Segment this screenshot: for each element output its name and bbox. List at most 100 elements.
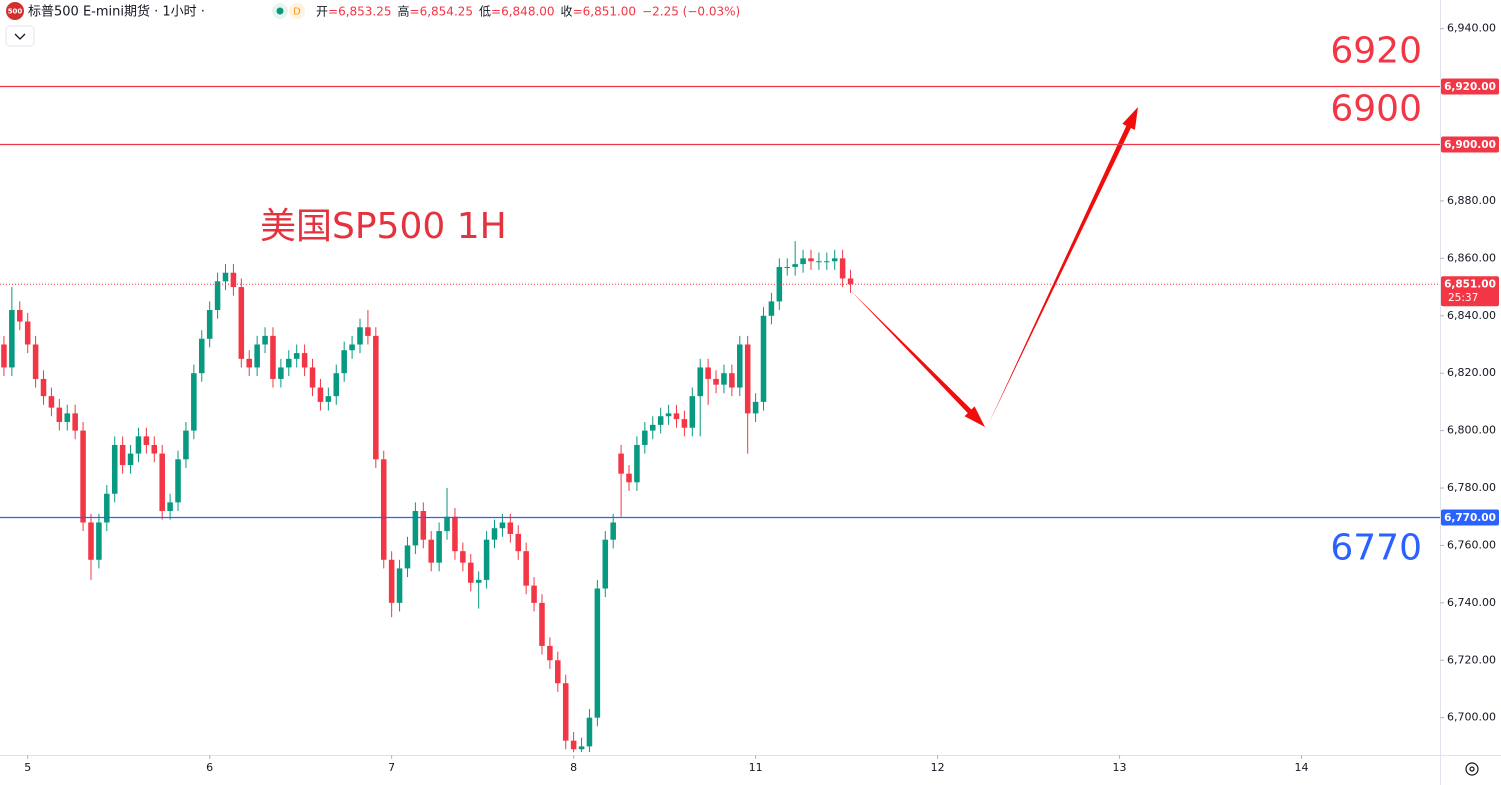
candle: [737, 335, 743, 397]
level-annotation: 6900: [1330, 89, 1422, 130]
y-tick-label: 6,800.00: [1447, 424, 1496, 437]
candle: [404, 536, 411, 578]
candle: [839, 249, 846, 288]
candle: [17, 301, 23, 331]
candle: [570, 732, 577, 753]
candle-body: [507, 522, 514, 534]
logo: [6, 2, 24, 20]
candle-body: [744, 344, 751, 414]
candle-body: [705, 367, 711, 379]
candle-body: [143, 436, 150, 445]
candle-body: [119, 444, 126, 466]
candle: [420, 502, 427, 549]
candle-body: [286, 358, 292, 368]
symbol-title: 标普500 E-mini期货 · 1小时 ·: [28, 4, 205, 20]
candle: [198, 330, 205, 382]
ohlc-text: 收: [561, 5, 573, 19]
candle: [159, 444, 165, 520]
candle-body: [206, 310, 213, 339]
candle-body: [246, 358, 252, 368]
ohlc-text: 低: [479, 5, 491, 19]
candle: [539, 594, 545, 655]
y-tick-label: 6,820.00: [1447, 366, 1496, 379]
candle: [111, 436, 118, 503]
candle-body: [198, 338, 205, 374]
candle-body: [404, 545, 411, 569]
settings-icon[interactable]: [1465, 762, 1479, 776]
candle-body: [40, 378, 47, 397]
candle: [396, 559, 403, 612]
candle: [744, 335, 751, 454]
candle-body: [689, 396, 696, 428]
candle: [673, 404, 680, 428]
candle: [491, 519, 498, 549]
candle-body: [657, 416, 664, 425]
price-tag: [1441, 509, 1499, 526]
candle-body: [159, 453, 165, 511]
y-tick-label: 6,740.00: [1447, 596, 1496, 609]
candle: [618, 444, 624, 517]
candle-body: [104, 493, 110, 523]
y-tick-label: 6,780.00: [1447, 481, 1496, 494]
candle: [776, 258, 783, 311]
candle: [594, 579, 601, 727]
candle-body: [626, 473, 632, 483]
candle: [341, 341, 347, 382]
x-tick-label: 13: [1113, 761, 1127, 774]
collapse-button[interactable]: [5, 25, 35, 47]
x-tick-label: 14: [1295, 761, 1309, 774]
candle-body: [412, 510, 419, 546]
level-annotation: 6770: [1330, 528, 1422, 569]
candle: [681, 410, 688, 437]
candle: [444, 488, 450, 540]
y-tick-label: 6,720.00: [1447, 653, 1496, 666]
candle: [325, 387, 332, 411]
y-tick-label: 6,880.00: [1447, 194, 1496, 207]
candle: [452, 508, 458, 560]
ohlc-text: −2.25 (−0.03%): [642, 5, 740, 19]
candle-body: [816, 261, 822, 263]
candle: [254, 335, 260, 377]
candle-body: [72, 413, 78, 431]
candle-body: [436, 531, 442, 563]
candle-body: [760, 315, 767, 402]
candle: [380, 450, 387, 569]
candle: [562, 674, 569, 750]
candle-body: [444, 516, 450, 532]
candle-body: [831, 258, 838, 262]
candle: [428, 531, 434, 572]
candle-body: [262, 335, 268, 345]
ohlc-text: =6,851.00: [573, 5, 637, 19]
candle-body: [64, 413, 71, 422]
candle-body: [24, 321, 31, 345]
candle-body: [9, 310, 15, 368]
candle-body: [349, 344, 355, 351]
candle: [468, 554, 474, 592]
candle-body: [17, 310, 23, 322]
candle-body: [32, 344, 39, 379]
candle-body: [452, 516, 458, 552]
candle-body: [649, 424, 656, 431]
candle-body: [325, 396, 332, 402]
candle-body: [230, 272, 237, 288]
candle: [642, 421, 648, 454]
candle: [262, 327, 268, 354]
candle: [507, 513, 514, 543]
interval-badge-text: D: [293, 7, 301, 18]
price-tag-label: 6,900.00: [1444, 139, 1496, 151]
candle: [555, 651, 561, 692]
candle: [88, 513, 94, 580]
candle-body: [278, 367, 284, 379]
candle: [436, 522, 442, 572]
candle-body: [191, 373, 197, 431]
candle: [301, 344, 308, 377]
candle-body: [499, 522, 506, 529]
candle-body: [309, 367, 316, 388]
logo-text: 500: [8, 8, 23, 16]
candle-body: [428, 539, 434, 563]
candle: [523, 542, 529, 595]
candle-body: [602, 539, 609, 589]
candle-body: [183, 430, 189, 460]
candle: [230, 264, 237, 296]
